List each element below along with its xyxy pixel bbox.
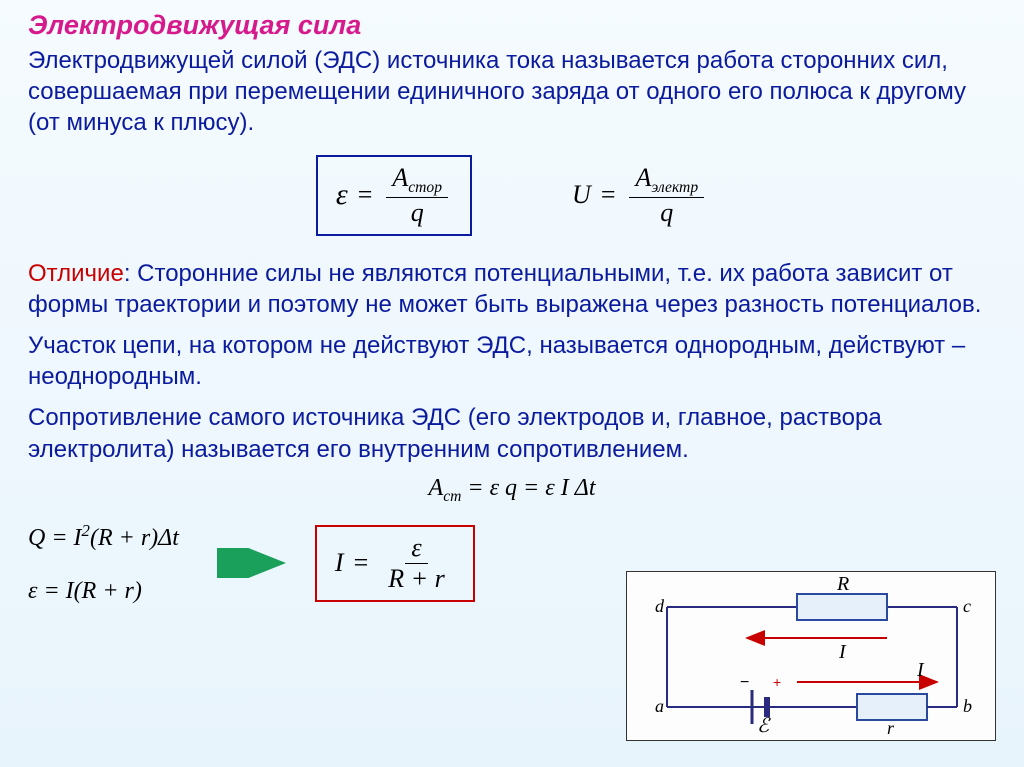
label-eps: ℰ: [757, 715, 771, 737]
formula-emf-ir: ε = I(R + r): [28, 578, 179, 605]
paragraph-intro: Электродвижущей силой (ЭДС) источника то…: [28, 45, 996, 139]
node-a: a: [655, 696, 664, 716]
node-d: d: [655, 596, 665, 616]
page-title: Электродвижущая сила: [28, 10, 996, 41]
arrow-icon: [217, 548, 287, 578]
node-c: c: [963, 596, 971, 616]
formula-heat: Q = I2(R + r)Δt: [28, 521, 179, 552]
label-R: R: [836, 573, 849, 595]
paragraph-difference: Отличие: Сторонние силы не являются поте…: [28, 258, 996, 320]
circuit-diagram: R I − + ℰ r I d c a b: [626, 571, 996, 741]
paragraph-4: Сопротивление самого источника ЭДС (его …: [28, 402, 996, 464]
node-b: b: [963, 696, 972, 716]
formula-emf: ε = Aстор q: [316, 155, 472, 236]
label-minus: −: [740, 674, 749, 691]
formula-voltage: U = Aэлектр q: [572, 155, 708, 236]
label-plus: +: [773, 674, 781, 690]
formula-row-main: ε = Aстор q U = Aэлектр q: [28, 155, 996, 236]
formula-work: Aст = ε q = ε I Δt: [429, 475, 596, 501]
paragraph-3: Участок цепи, на котором не действуют ЭД…: [28, 330, 996, 392]
label-r: r: [887, 718, 895, 738]
label-I-top: I: [838, 641, 847, 663]
formula-current-boxed: I = ε R + r: [315, 525, 475, 602]
difference-label: Отличие: [28, 260, 124, 287]
label-I-bot: I: [916, 659, 925, 681]
